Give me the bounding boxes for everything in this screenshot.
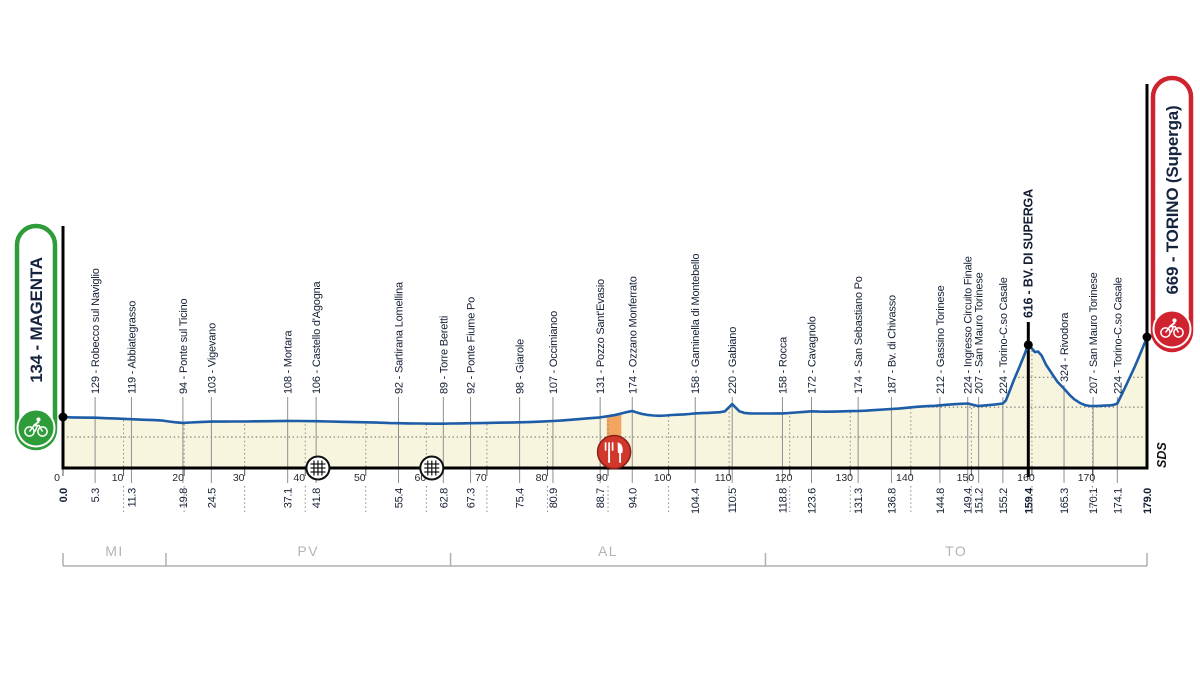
waypoint-km-label: 136.8 [886, 488, 898, 514]
waypoint-km-label: 118.8 [777, 488, 789, 513]
x-tick-label: 160 [1017, 472, 1035, 484]
knife-blade [617, 442, 623, 453]
waypoint-km-label: 165.3 [1059, 488, 1071, 514]
x-tick-label: 130 [835, 472, 853, 484]
waypoint-label: 224 - Torino-C.so Casale [998, 277, 1010, 394]
start-label: 134 - MAGENTA [27, 257, 46, 383]
waypoint-label: 174 - San Sebastiano Po [853, 276, 865, 394]
waypoint-label: 92 - Sartirana Lomellina [393, 281, 405, 394]
waypoint-label: 158 - Rocca [777, 336, 789, 394]
profile-dot [1142, 332, 1152, 342]
waypoint-label: 106 - Castello d'Agogna [311, 280, 323, 394]
finish-badge: 669 - TORINO (Superga) [1150, 75, 1194, 353]
province-label: TO [945, 543, 967, 559]
waypoint-label: 107 - Occimianoo [548, 311, 560, 394]
x-tick-label: 40 [293, 472, 305, 484]
waypoint-km-label: 5.3 [90, 488, 102, 503]
waypoint-label: 103 - Vigevano [206, 323, 218, 394]
x-tick-label: 170 [1078, 472, 1096, 484]
x-tick-label: 150 [957, 472, 975, 484]
finish-cyclist-icon [1152, 309, 1192, 349]
province-brackets: MI PV AL TO [62, 543, 1148, 567]
waypoint-label: 324 - Rivodora [1059, 312, 1071, 382]
waypoint-km-label: 62.8 [438, 488, 450, 508]
waypoint-km-label: 55.4 [393, 488, 405, 508]
start-cyclist-icon [16, 408, 56, 448]
profile-dot [58, 412, 68, 422]
start-badge: 134 - MAGENTA [14, 223, 58, 451]
waypoint-km-label: 67.3 [466, 488, 478, 508]
province-label: AL [598, 543, 618, 559]
x-tick-label: 100 [654, 472, 672, 484]
waypoint-km-label: 174.1 [1112, 488, 1124, 514]
waypoint-label: 129 - Robecco sul Naviglio [90, 268, 102, 394]
level-crossing-icon [305, 455, 331, 481]
x-tick-label: 80 [536, 472, 548, 484]
start-km-label: 0.0 [58, 488, 70, 503]
x-tick-label: 110 [715, 472, 732, 484]
elevation-line [61, 335, 1149, 426]
waypoint-km-label: 80.9 [548, 488, 560, 508]
waypoint-km-label: 11.3 [126, 488, 138, 508]
waypoint-label: 172 - Cavagnolo [807, 316, 819, 394]
x-tick-label: 10 [112, 472, 124, 484]
waypoint-km-label: 19.8 [178, 488, 190, 508]
waypoint-km-label: 110.5 [727, 488, 739, 513]
waypoint-km-label: 123.6 [807, 488, 819, 514]
waypoint-km-label: 37.1 [283, 488, 295, 508]
x-tick-label: 20 [172, 472, 184, 484]
waypoint-label: 174 - Ozzano Monferrato [627, 276, 639, 394]
waypoint-km-label: 155.2 [998, 488, 1010, 514]
waypoint-label: 224 - Ingresso Circuito Finale [963, 256, 975, 394]
waypoint-km-label: 170.1 [1088, 488, 1100, 514]
province-label: PV [297, 543, 319, 559]
waypoint-label: 224 - Torino-C.so Casale [1112, 277, 1124, 394]
finish-label: 669 - TORINO (Superga) [1163, 106, 1182, 295]
level-crossing-icon [419, 455, 445, 481]
waypoint-km-label: 88.7 [595, 488, 607, 508]
x-tick-label: 60 [415, 472, 427, 484]
waypoint-km-label: 159.4 [1023, 487, 1035, 514]
x-tick-label: 30 [233, 472, 245, 484]
x-tick-label: 90 [596, 472, 608, 484]
profile-dot [1023, 340, 1033, 350]
waypoint-label: 187 - Bv. di Chivasso [886, 295, 898, 394]
elevation-fill [63, 337, 1147, 468]
waypoint-label: 89 - Torre Beretti [438, 316, 450, 394]
waypoint-label: 92 - Ponte Fiume Po [466, 297, 478, 394]
waypoint-km-label: 131.3 [853, 488, 865, 514]
waypoint-label: 108 - Mortara [283, 329, 295, 394]
circle [596, 434, 632, 470]
sds-logo: SDS [1155, 442, 1169, 468]
x-tick-label: 70 [475, 472, 487, 484]
waypoint-label: 616 - BV. DI SUPERGA [1021, 189, 1035, 318]
waypoint-label: 131 - Pozzo Sant'Evasio [595, 279, 607, 394]
x-tick-label: 0 [54, 472, 60, 484]
x-tick-label: 50 [354, 472, 366, 484]
waypoint-label: 207 - San Mauro Torinese [974, 272, 986, 394]
waypoint-label: 207 - San Mauro Torinese [1088, 272, 1100, 394]
waypoint-km-label: 151.2 [974, 488, 986, 514]
waypoint-km-label: 94.0 [627, 488, 639, 508]
x-tick-label: 120 [775, 472, 793, 484]
waypoint-km-label: 104.4 [690, 488, 702, 514]
waypoint-km-label: 24.5 [206, 488, 218, 508]
feed-zone-icon [596, 434, 632, 470]
waypoint-km-label: 41.8 [311, 488, 323, 508]
waypoint-label: 94 - Ponte sul Ticino [178, 298, 190, 394]
province-label: MI [105, 543, 124, 559]
finish-km-label: 179.0 [1142, 488, 1154, 514]
waypoint-label: 220 - Gabiano [727, 327, 739, 394]
waypoint-label: 212 - Gassino Torinese [935, 285, 947, 394]
waypoint-km-label: 75.4 [515, 488, 527, 508]
waypoint-km-label: 144.8 [935, 488, 947, 514]
chart-generated-layers: 129 - Robecco sul Naviglio 5.3 119 - Abbia… [54, 84, 1154, 567]
waypoint-label: 98 - Giarole [515, 339, 527, 394]
waypoint-label: 158 - Gaminella di Montebello [690, 254, 702, 394]
x-tick-label: 140 [896, 472, 914, 484]
waypoint-label: 119 - Abbiategrasso [126, 301, 138, 394]
